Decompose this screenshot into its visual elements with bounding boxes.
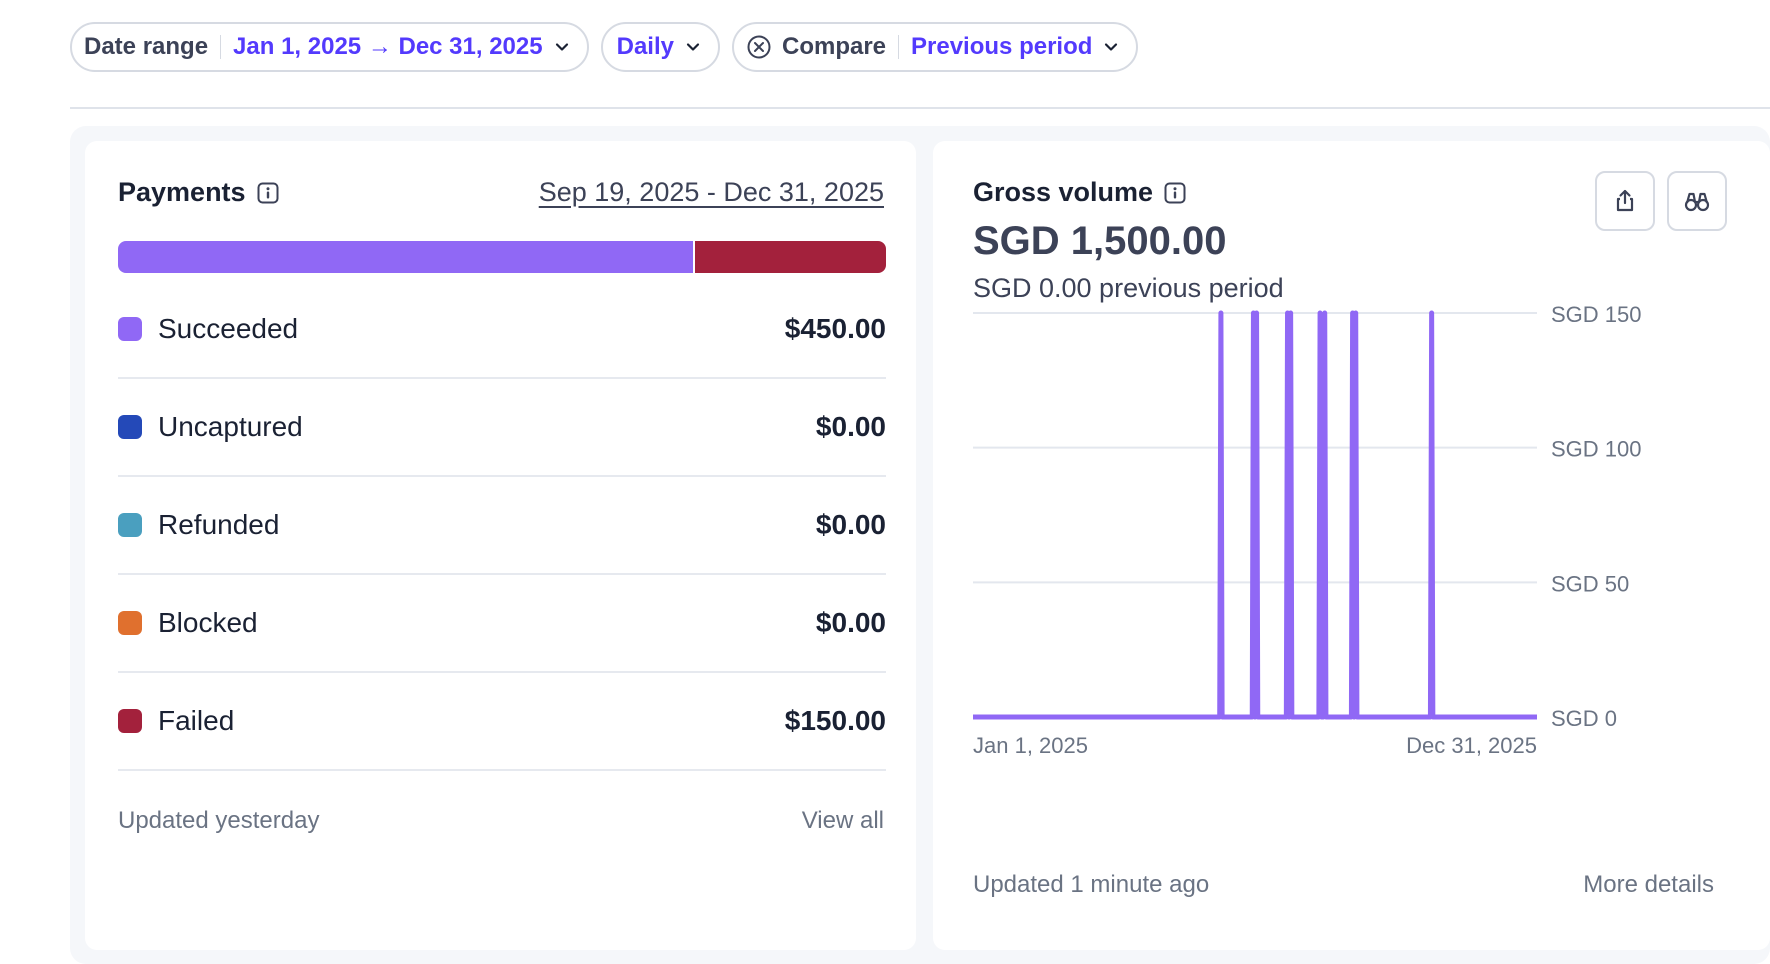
payments-stacked-bar [118, 241, 886, 273]
y-tick-label: SGD 0 [1551, 706, 1617, 731]
gross-volume-title: Gross volume [973, 177, 1187, 208]
status-label: Blocked [158, 607, 258, 638]
date-range-value: Jan 1, 2025 → Dec 31, 2025 [233, 33, 543, 60]
share-button[interactable] [1595, 171, 1655, 231]
payments-title: Payments [118, 177, 280, 208]
status-value: $0.00 [815, 411, 886, 442]
chevron-down-icon [686, 43, 700, 51]
status-row-uncaptured[interactable]: Uncaptured $0.00 [118, 379, 886, 477]
data-point [1251, 311, 1255, 315]
compare-value: Previous period [911, 33, 1093, 60]
payments-status-list: Succeeded $450.00 Uncaptured $0.00 Refunded $… [118, 281, 886, 771]
status-label: Refunded [158, 509, 280, 540]
payments-date-range-link[interactable]: Sep 19, 2025 - Dec 31, 2025 [538, 177, 884, 207]
gross-volume-updated-text: Updated 1 minute ago [973, 871, 1210, 898]
status-label: Failed [158, 705, 235, 736]
data-point [1430, 311, 1434, 315]
status-row-refunded[interactable]: Refunded $0.00 [118, 477, 886, 575]
payments-updated-text: Updated yesterday [118, 807, 320, 834]
x-tick-label: Jan 1, 2025 [973, 733, 1088, 758]
x-tick-label: Dec 31, 2025 [1406, 733, 1537, 758]
status-color-swatch [118, 709, 142, 733]
payments-title-text: Payments [118, 177, 246, 207]
status-row-succeeded[interactable]: Succeeded $450.00 [118, 281, 886, 379]
stacked-bar-segment-failed[interactable] [694, 241, 886, 273]
date-range-label: Date range [84, 33, 209, 60]
gross-volume-series-line [973, 310, 1537, 720]
info-icon[interactable] [256, 181, 280, 205]
data-point [1286, 311, 1290, 315]
status-label: Uncaptured [158, 411, 303, 442]
data-point [1354, 311, 1358, 315]
status-value: $0.00 [815, 509, 886, 540]
header-divider [70, 107, 1770, 109]
more-details-link[interactable]: More details [1583, 871, 1714, 898]
share-icon [1616, 189, 1634, 212]
status-color-swatch [118, 611, 142, 635]
chevron-down-icon [555, 43, 568, 51]
data-point [1289, 311, 1293, 315]
stacked-bar-gap [692, 241, 695, 273]
status-color-swatch [118, 513, 142, 537]
status-value: $450.00 [784, 313, 886, 344]
chevron-down-icon [1105, 43, 1118, 51]
status-label: Succeeded [158, 313, 299, 344]
status-value: $0.00 [815, 607, 886, 638]
chip-separator [898, 35, 900, 59]
stacked-bar-segment-succeeded[interactable] [118, 241, 693, 273]
data-point [1219, 311, 1223, 315]
gross-volume-previous: SGD 0.00 previous period [973, 273, 1284, 303]
remove-circle-icon[interactable] [746, 34, 772, 60]
gross-volume-amount: SGD 1,500.00 [973, 219, 1227, 263]
filter-bar: Date range Jan 1, 2025 → Dec 31, 2025 Da… [70, 22, 1139, 72]
data-point [1323, 311, 1327, 315]
status-row-failed[interactable]: Failed $150.00 [118, 673, 886, 771]
status-color-swatch [118, 317, 142, 341]
chip-separator [220, 35, 222, 59]
compare-label: Compare [781, 33, 887, 60]
view-all-link[interactable]: View all [801, 807, 884, 834]
payments-card: Payments Sep 19, 2025 - Dec 31, 2025 Suc… [85, 141, 916, 950]
compare-filter[interactable]: Compare Previous period [731, 22, 1139, 72]
data-point [1255, 311, 1259, 315]
status-row-blocked[interactable]: Blocked $0.00 [118, 575, 886, 673]
gross-volume-card: Gross volume SGD 1,500.00 SGD 0.00 previ… [933, 141, 1770, 950]
info-icon[interactable] [1163, 181, 1187, 205]
data-point [1351, 311, 1355, 315]
explore-button[interactable] [1667, 171, 1727, 231]
interval-filter[interactable]: Daily [600, 22, 720, 72]
interval-value: Daily [616, 33, 674, 60]
gross-volume-title-text: Gross volume [973, 177, 1154, 207]
data-point [1318, 311, 1322, 315]
gross-volume-chart: SGD 150 SGD 100 SGD 50 SGD 0 Jan 1, 2025 Dec … [973, 302, 1642, 758]
status-color-swatch [118, 415, 142, 439]
binoculars-icon [1684, 192, 1710, 212]
y-tick-label: SGD 50 [1551, 571, 1629, 596]
y-tick-label: SGD 150 [1551, 302, 1642, 327]
status-value: $150.00 [784, 705, 886, 736]
y-tick-label: SGD 100 [1551, 437, 1642, 462]
date-range-filter[interactable]: Date range Jan 1, 2025 → Dec 31, 2025 [70, 22, 589, 72]
